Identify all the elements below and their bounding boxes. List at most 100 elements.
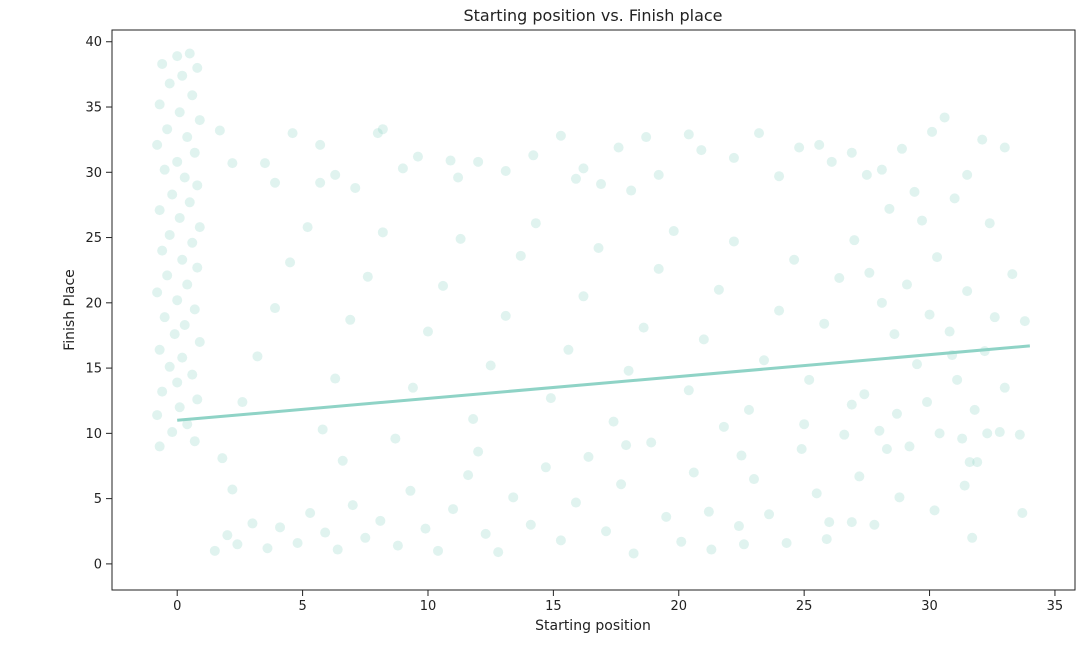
- data-point-0-183: [962, 169, 973, 180]
- data-point-0-153: [397, 163, 408, 174]
- data-point-0-208: [859, 389, 870, 400]
- data-point-0-74: [555, 535, 566, 546]
- data-point-0-125: [698, 334, 709, 345]
- data-point-0-15: [159, 164, 170, 175]
- y-tick-label-5: 5: [94, 492, 102, 507]
- data-point-0-10: [162, 124, 173, 135]
- data-point-0-81: [661, 511, 672, 522]
- data-point-0-25: [157, 245, 168, 256]
- data-point-0-79: [628, 548, 639, 559]
- data-point-0-199: [952, 374, 963, 385]
- data-point-0-71: [508, 492, 519, 503]
- data-point-0-122: [653, 263, 664, 274]
- data-point-0-4: [177, 70, 188, 81]
- data-point-0-213: [934, 428, 945, 439]
- data-point-0-111: [485, 360, 496, 371]
- data-point-0-113: [515, 250, 526, 261]
- data-point-0-12: [152, 139, 163, 150]
- data-point-0-166: [641, 132, 652, 143]
- y-tick-label-25: 25: [85, 231, 102, 246]
- data-point-0-86: [733, 521, 744, 532]
- data-point-0-9: [194, 115, 205, 126]
- data-point-0-22: [194, 222, 205, 233]
- data-point-0-85: [718, 421, 729, 432]
- data-point-0-13: [189, 147, 200, 158]
- data-point-0-204: [999, 382, 1010, 393]
- data-point-0-7: [154, 99, 165, 110]
- data-point-0-226: [1017, 507, 1028, 518]
- chart-title: Starting position vs. Finish place: [463, 6, 722, 25]
- data-point-0-94: [217, 453, 228, 464]
- data-point-0-36: [194, 336, 205, 347]
- data-point-0-162: [578, 163, 589, 174]
- data-point-0-60: [347, 500, 358, 511]
- data-point-0-6: [187, 90, 198, 101]
- data-point-0-141: [799, 419, 810, 430]
- data-point-0-91: [811, 488, 822, 499]
- data-point-0-191: [864, 267, 875, 278]
- data-point-0-73: [540, 462, 551, 473]
- y-tick-label-40: 40: [85, 35, 102, 50]
- data-point-0-67: [448, 504, 459, 515]
- data-point-0-80: [646, 437, 657, 448]
- data-point-0-117: [578, 291, 589, 302]
- data-point-0-131: [789, 254, 800, 265]
- data-point-0-72: [525, 519, 536, 530]
- data-point-0-37: [154, 344, 165, 355]
- x-tick-label-0: 0: [173, 599, 181, 614]
- data-point-0-44: [174, 402, 185, 413]
- x-tick-label-5: 5: [298, 599, 306, 614]
- data-point-0-93: [839, 429, 850, 440]
- data-point-0-41: [172, 377, 183, 388]
- data-point-0-142: [214, 125, 225, 136]
- data-point-0-143: [227, 158, 238, 169]
- data-point-0-17: [192, 180, 203, 191]
- data-point-0-212: [922, 397, 933, 408]
- data-point-0-206: [1014, 429, 1025, 440]
- data-point-0-123: [668, 226, 679, 237]
- y-tick-label-0: 0: [94, 557, 102, 572]
- data-point-0-45: [152, 410, 163, 421]
- data-point-0-100: [317, 424, 328, 435]
- data-point-0-231: [706, 544, 717, 555]
- data-point-0-3: [192, 62, 203, 73]
- data-point-0-46: [182, 419, 193, 430]
- data-point-0-120: [623, 365, 634, 376]
- data-point-0-52: [232, 539, 243, 550]
- data-point-0-87: [749, 474, 759, 485]
- data-point-0-103: [362, 271, 373, 282]
- data-point-0-217: [972, 457, 983, 468]
- regression-line-layer: [177, 344, 1030, 422]
- data-point-0-106: [407, 382, 418, 393]
- data-point-0-115: [545, 393, 556, 404]
- data-point-0-149: [330, 169, 341, 180]
- data-point-0-92: [824, 517, 835, 528]
- data-point-0-2: [157, 58, 168, 69]
- data-point-0-47: [167, 427, 178, 438]
- data-point-0-110: [468, 414, 479, 424]
- data-point-0-114: [530, 218, 541, 229]
- data-point-0-129: [759, 355, 770, 366]
- data-point-0-19: [184, 197, 195, 208]
- data-point-0-222: [894, 492, 905, 503]
- data-point-0-30: [152, 287, 163, 298]
- data-point-0-219: [994, 427, 1005, 438]
- data-point-0-196: [924, 309, 935, 320]
- data-point-0-69: [480, 528, 491, 539]
- x-axis-label: Starting position: [535, 618, 651, 634]
- data-point-0-107: [422, 326, 433, 337]
- data-point-0-224: [959, 480, 970, 491]
- data-point-0-39: [164, 361, 175, 372]
- data-point-0-55: [275, 522, 286, 533]
- data-point-0-38: [177, 352, 188, 363]
- data-point-0-188: [917, 215, 928, 226]
- data-point-0-43: [192, 394, 203, 405]
- data-point-0-59: [332, 544, 343, 555]
- data-points: [152, 48, 1030, 559]
- data-point-0-68: [463, 470, 474, 481]
- data-point-0-121: [638, 322, 649, 333]
- data-point-0-97: [270, 303, 281, 314]
- data-point-0-169: [696, 145, 707, 156]
- data-point-0-184: [977, 134, 988, 145]
